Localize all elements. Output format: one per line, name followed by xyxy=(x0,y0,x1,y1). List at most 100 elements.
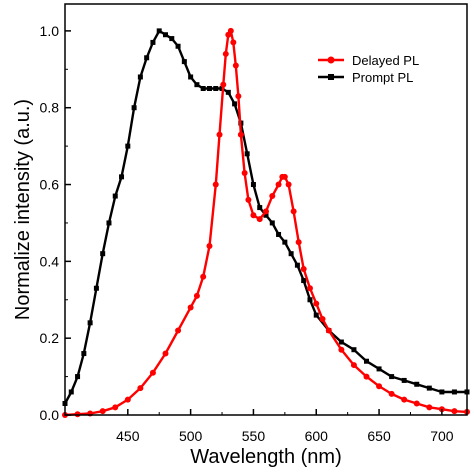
data-point xyxy=(222,50,229,57)
data-point xyxy=(175,327,182,334)
data-point xyxy=(119,174,125,180)
x-tick-label: 450 xyxy=(116,428,140,444)
data-point xyxy=(200,86,206,92)
data-point xyxy=(295,239,302,246)
data-point xyxy=(306,285,313,292)
series-layer xyxy=(62,27,470,418)
data-point xyxy=(194,82,200,88)
y-tick-label: 0.6 xyxy=(40,177,60,193)
y-axis-title: Normalize intensity (a.u.) xyxy=(12,99,34,320)
data-point xyxy=(388,390,395,397)
y-tick-label: 0.0 xyxy=(40,407,60,423)
data-point xyxy=(225,89,231,95)
x-tick-label: 550 xyxy=(242,428,266,444)
x-tick-label: 700 xyxy=(430,428,454,444)
data-point xyxy=(269,220,275,226)
data-point xyxy=(156,28,162,34)
data-point xyxy=(413,400,420,407)
data-point xyxy=(220,81,227,88)
data-point xyxy=(319,315,326,322)
x-tick-label: 600 xyxy=(305,428,329,444)
y-tick-label: 0.4 xyxy=(40,253,60,269)
data-point xyxy=(313,312,319,318)
data-point xyxy=(250,212,257,219)
legend-item: Prompt PL xyxy=(318,70,413,85)
data-point xyxy=(313,300,320,307)
data-point xyxy=(112,404,119,411)
data-point xyxy=(181,59,187,65)
data-point xyxy=(81,351,87,357)
data-point xyxy=(301,278,307,284)
data-point xyxy=(125,143,131,149)
series-line xyxy=(64,29,468,417)
data-point xyxy=(93,285,99,291)
data-point xyxy=(256,216,263,223)
data-point xyxy=(250,182,256,188)
legend-item: Delayed PL xyxy=(318,53,419,68)
data-point xyxy=(144,55,150,61)
data-point xyxy=(451,408,458,415)
data-point xyxy=(350,362,357,369)
data-point xyxy=(131,105,137,111)
data-point xyxy=(74,411,81,418)
data-point xyxy=(294,262,300,268)
data-point xyxy=(206,86,212,92)
legend-label: Prompt PL xyxy=(352,70,413,85)
y-axis-ticks: 0.0 0.2 0.4 0.6 0.8 1.0 xyxy=(40,23,71,423)
legend-marker xyxy=(327,56,335,64)
data-point xyxy=(244,151,250,157)
data-point xyxy=(227,27,234,34)
data-point xyxy=(124,396,131,403)
data-point xyxy=(216,131,223,138)
data-point xyxy=(275,181,282,188)
data-point xyxy=(414,381,420,387)
data-point xyxy=(188,74,194,80)
data-point xyxy=(276,231,282,237)
data-point xyxy=(112,193,118,199)
data-point xyxy=(325,327,332,334)
data-point xyxy=(376,366,382,372)
data-point xyxy=(282,239,288,245)
data-point xyxy=(75,374,81,380)
data-point xyxy=(150,39,156,45)
data-point xyxy=(230,39,237,46)
data-point xyxy=(281,173,288,180)
data-point xyxy=(285,181,292,188)
data-point xyxy=(439,389,445,395)
data-point xyxy=(187,304,194,311)
data-point xyxy=(300,266,307,273)
data-point xyxy=(206,242,213,249)
x-axis-title: Wavelength (nm) xyxy=(190,446,342,468)
data-point xyxy=(149,369,156,376)
data-point xyxy=(338,346,345,353)
data-point xyxy=(100,251,106,257)
legend: Delayed PL Prompt PL xyxy=(318,53,419,85)
data-point xyxy=(307,297,313,303)
data-point xyxy=(235,93,242,100)
data-point xyxy=(401,396,408,403)
data-point xyxy=(162,350,169,357)
data-point xyxy=(99,408,106,415)
y-tick-label: 0.8 xyxy=(40,100,60,116)
plot-frame xyxy=(64,3,468,416)
series-delayed-pl xyxy=(62,27,470,418)
data-point xyxy=(232,62,239,69)
y-tick-label: 0.2 xyxy=(40,330,60,346)
data-point xyxy=(241,170,248,177)
data-point xyxy=(451,389,457,395)
x-axis-ticks: 450 500 550 600 650 700 xyxy=(116,409,454,444)
legend-label: Delayed PL xyxy=(352,53,419,68)
data-point xyxy=(263,212,269,218)
data-point xyxy=(257,205,263,211)
data-point xyxy=(426,385,432,391)
data-point xyxy=(245,196,252,203)
data-point xyxy=(351,347,357,353)
data-point xyxy=(193,292,200,299)
data-point xyxy=(137,385,144,392)
data-point xyxy=(269,193,276,200)
data-point xyxy=(68,389,74,395)
data-point xyxy=(163,32,168,38)
data-point xyxy=(237,131,244,138)
data-point xyxy=(106,220,112,226)
